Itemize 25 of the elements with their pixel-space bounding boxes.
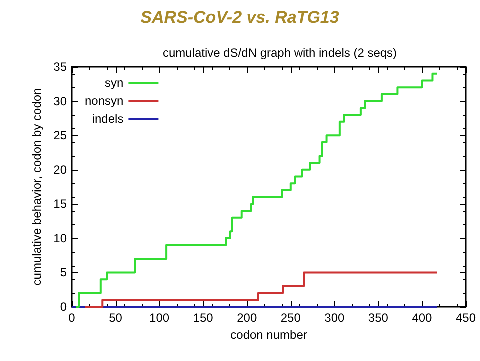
- y-tick-label: 10: [54, 231, 68, 246]
- x-tick-label: 200: [237, 311, 258, 325]
- x-tick-label: 100: [150, 311, 170, 325]
- y-tick-label: 30: [54, 94, 68, 108]
- y-tick-label: 35: [54, 60, 68, 74]
- x-tick-label: 0: [68, 311, 76, 325]
- x-tick-label: 300: [324, 311, 345, 325]
- x-tick-label: 400: [412, 311, 433, 325]
- x-tick-label: 250: [280, 311, 302, 325]
- chart-title: SARS-CoV-2 vs. RaTG13: [140, 8, 340, 27]
- legend-label: nonsyn: [84, 94, 124, 108]
- legend-label: syn: [105, 76, 124, 90]
- y-tick-label: 0: [60, 300, 68, 314]
- x-tick-label: 450: [456, 311, 476, 325]
- x-tick-label: 350: [368, 311, 389, 325]
- y-tick-label: 25: [54, 128, 68, 143]
- y-tick-label: 15: [54, 197, 68, 212]
- y-tick-label: 20: [54, 162, 68, 177]
- x-tick-label: 150: [193, 311, 214, 325]
- y-tick-label: 5: [60, 266, 68, 280]
- y-axis-title: cumulative behavior, codon by codon: [30, 88, 44, 286]
- x-tick-label: 50: [109, 311, 123, 325]
- legend-label: indels: [92, 112, 124, 126]
- x-axis-title: codon number: [230, 328, 308, 342]
- chart-subtitle: cumulative dS/dN graph with indels (2 seqs): [162, 46, 398, 60]
